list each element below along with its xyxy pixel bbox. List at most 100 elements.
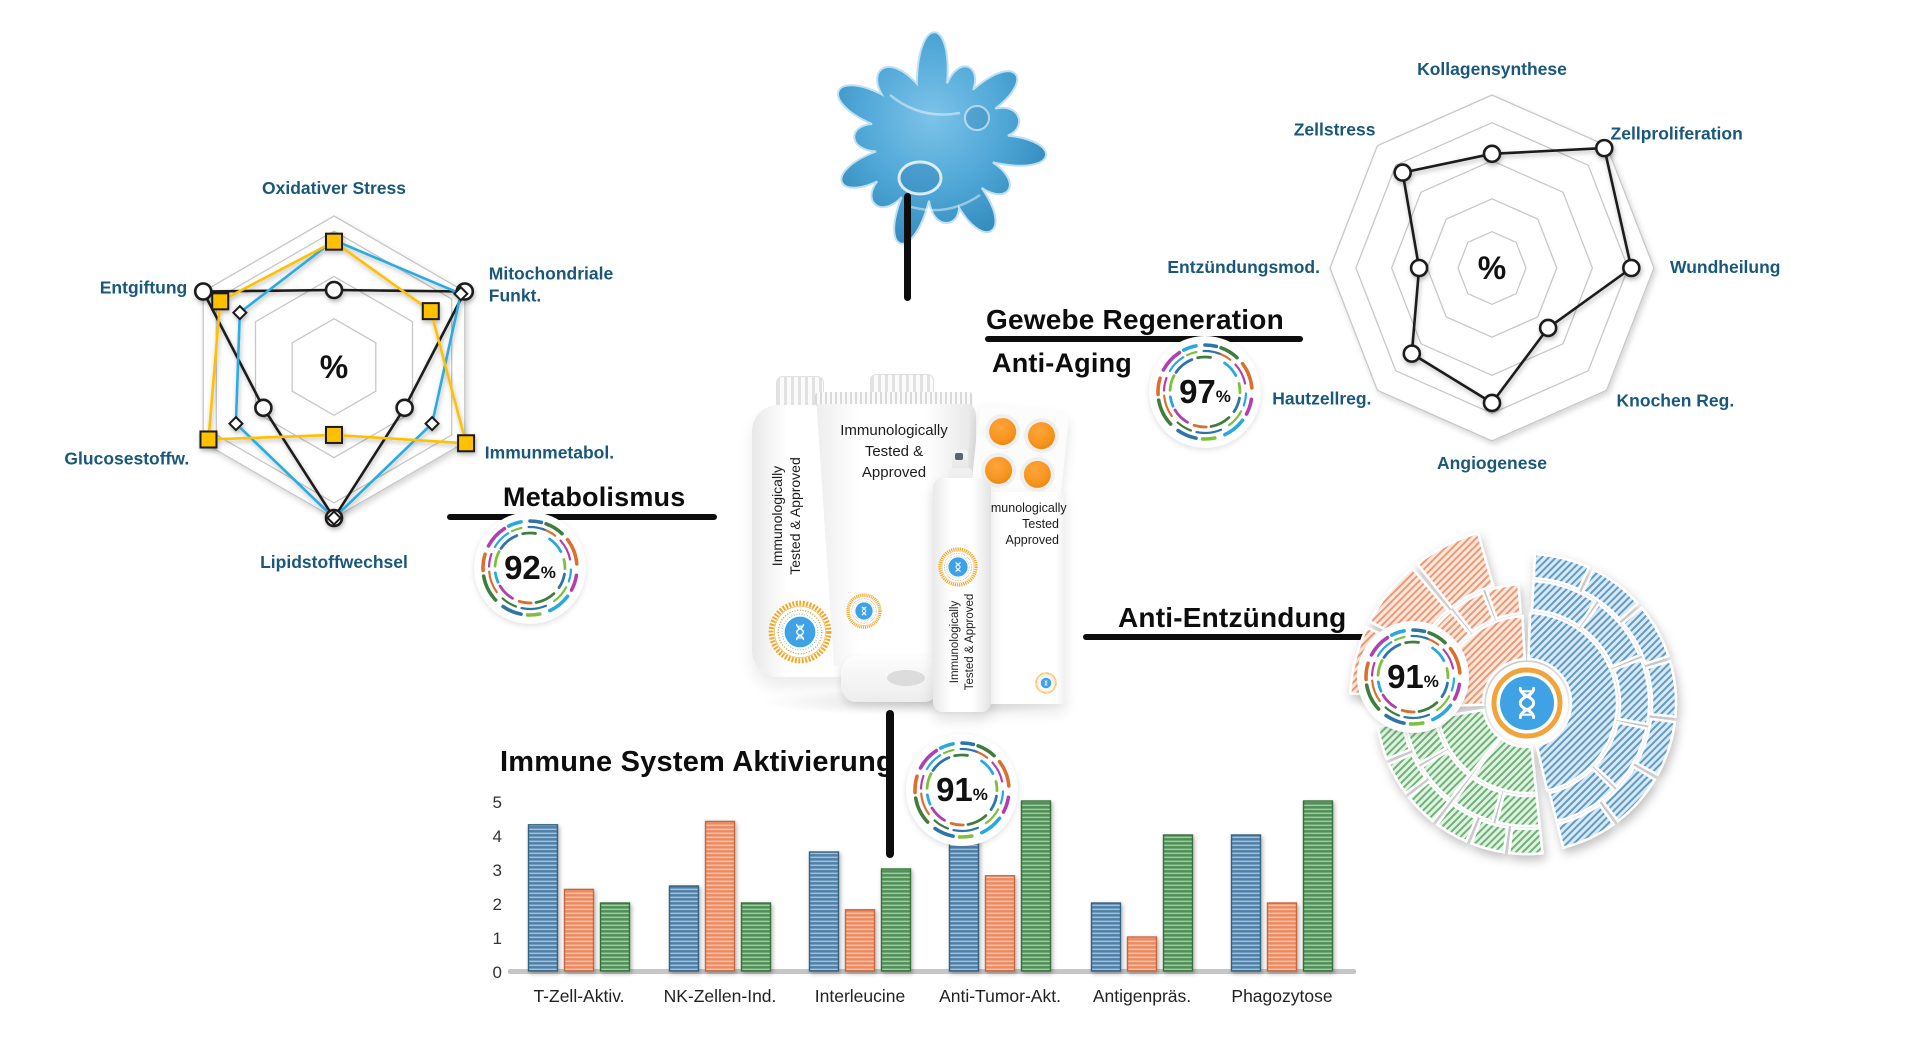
sunburst-segment bbox=[1485, 582, 1522, 620]
bar bbox=[1020, 800, 1052, 972]
sunburst-segment bbox=[1530, 579, 1597, 628]
tube-label-line: Immunologically bbox=[840, 422, 948, 439]
radar-center-label: % bbox=[1478, 250, 1506, 286]
approval-seal-icon bbox=[846, 593, 882, 629]
sunburst-segment bbox=[1532, 552, 1591, 591]
dna-approval-seal-icon bbox=[1035, 672, 1057, 694]
spray-bottle-body bbox=[933, 478, 991, 712]
radar-axis-label: Entzündungsmod. bbox=[1167, 257, 1320, 277]
bar bbox=[844, 909, 876, 972]
bar-category-label: Interleucine bbox=[815, 986, 905, 1006]
gewebe-regeneration-radar-chart: % Kollagensynthese Zellproliferation Wundhe… bbox=[1167, 59, 1780, 473]
anti-entzuendung-heading: Anti-Entzündung bbox=[1118, 602, 1347, 633]
sunburst-segment bbox=[1507, 826, 1544, 856]
anti-entzuendung-score: 91% bbox=[1353, 617, 1473, 737]
bar bbox=[740, 902, 772, 972]
tube-cap bbox=[841, 656, 939, 702]
sunburst-segment bbox=[1645, 659, 1678, 718]
box-label-line: Tested bbox=[1022, 517, 1059, 531]
badge-unit: % bbox=[1215, 387, 1231, 406]
tube-label-line: Tested & bbox=[864, 443, 924, 460]
sunburst-segment bbox=[1601, 765, 1657, 823]
metabolismus-radar-chart: % Oxidativer Stress Mitochondriale Funkt. Im… bbox=[64, 178, 614, 572]
sunburst-segment bbox=[1387, 752, 1428, 795]
dna-approval-seal-icon bbox=[846, 593, 882, 629]
pill bbox=[1022, 459, 1053, 490]
badge-unit: % bbox=[972, 785, 988, 804]
bar-category-label: T-Zell-Aktiv. bbox=[533, 986, 624, 1006]
radar-axis-label: Entgiftung bbox=[100, 278, 187, 298]
bar bbox=[1162, 834, 1194, 972]
spray-label-line: Tested & Approved bbox=[964, 593, 976, 691]
sunburst-segment bbox=[1593, 721, 1648, 788]
sunburst-segment bbox=[1580, 602, 1641, 669]
bar bbox=[808, 851, 840, 972]
connector-line-products-to-barchart bbox=[886, 710, 894, 858]
cell-crater bbox=[897, 160, 943, 196]
immune-cell-image bbox=[837, 31, 1048, 245]
bar bbox=[599, 902, 631, 972]
bar bbox=[948, 834, 980, 972]
bar bbox=[563, 888, 595, 972]
bar bbox=[1266, 902, 1298, 972]
gewebe-regeneration-heading: Gewebe Regeneration bbox=[986, 304, 1284, 335]
dashed-ring-icon bbox=[1149, 336, 1261, 448]
radar-axis-label: Hautzellreg. bbox=[1272, 388, 1371, 408]
bar bbox=[1090, 902, 1122, 972]
box-label-line: Approved bbox=[1005, 533, 1059, 547]
sunburst-segment bbox=[1555, 803, 1616, 850]
radar-center-label: % bbox=[320, 349, 348, 385]
tube-crimp bbox=[815, 392, 973, 407]
bottle-label-text: Immunologically Tested & Approved bbox=[768, 457, 804, 575]
y-tick-label: 4 bbox=[493, 827, 502, 846]
radar-axis-label: Oxidativer Stress bbox=[262, 178, 406, 198]
radar-axis-label: Knochen Reg. bbox=[1617, 390, 1735, 410]
approval-seal-icon bbox=[768, 600, 832, 664]
box-label-text: Immunologically Tested Approved bbox=[977, 500, 1067, 548]
bar bbox=[1230, 834, 1262, 972]
immune-system-bar-chart: 0 1 2 3 4 5 T-Zell-Aktiv. NK-Zellen-Ind. Interle… bbox=[493, 793, 1356, 1006]
dna-approval-seal-icon bbox=[938, 547, 978, 587]
immune-score: 91% bbox=[902, 730, 1022, 850]
radar-axis-label: Zellproliferation bbox=[1611, 124, 1743, 144]
spray-collar bbox=[948, 468, 972, 480]
sunburst-segment bbox=[1621, 605, 1670, 666]
immune-score-badge: 91% bbox=[902, 730, 1022, 850]
tube-label-text: Immunologically Tested & Approved bbox=[823, 420, 965, 483]
bottle-label-line: Tested & Approved bbox=[787, 457, 803, 575]
sunburst-segment bbox=[1612, 657, 1651, 726]
sunburst-segment bbox=[1415, 531, 1495, 609]
bar bbox=[880, 868, 912, 972]
badge-value: 91 bbox=[936, 771, 973, 808]
sunburst-segment bbox=[1420, 749, 1471, 801]
box-label-line: Immunologically bbox=[977, 501, 1067, 515]
bar bbox=[704, 820, 736, 972]
sunburst-segment bbox=[1452, 776, 1503, 823]
cell-crater bbox=[964, 105, 990, 131]
sunburst-segment bbox=[1581, 568, 1640, 622]
bar-category-label: Anti-Tumor-Akt. bbox=[939, 986, 1061, 1006]
dna-helix-icon bbox=[1518, 686, 1536, 720]
sunburst-segment bbox=[1495, 791, 1542, 828]
spray-label-text: Immunologically Tested & Approved bbox=[948, 594, 978, 691]
anti-entzuendung-score-badge: 91% bbox=[1353, 617, 1473, 737]
y-tick-label: 5 bbox=[493, 793, 502, 812]
spray-nozzle bbox=[952, 450, 968, 470]
dna-disc bbox=[1500, 676, 1554, 730]
bar bbox=[1126, 936, 1158, 972]
sunburst-segment bbox=[1548, 767, 1615, 823]
bar bbox=[1302, 800, 1334, 972]
bar bbox=[668, 885, 700, 972]
metabolismus-underline bbox=[447, 514, 717, 520]
badge-unit: % bbox=[540, 563, 556, 582]
radar-axis-label: Glucosestoffw. bbox=[64, 449, 189, 469]
spray-label-line: Immunologically bbox=[949, 600, 962, 684]
cell-blob bbox=[837, 31, 1048, 245]
sunburst-segment bbox=[1435, 802, 1478, 843]
metabolismus-score: 92% bbox=[470, 508, 590, 628]
dna-approval-seal-icon bbox=[768, 600, 832, 664]
radar-axis-label: Kollagensynthese bbox=[1417, 59, 1567, 79]
sunburst-segment bbox=[1527, 611, 1619, 793]
badge-value: 97 bbox=[1179, 373, 1216, 410]
x-axis-line bbox=[508, 969, 1356, 974]
